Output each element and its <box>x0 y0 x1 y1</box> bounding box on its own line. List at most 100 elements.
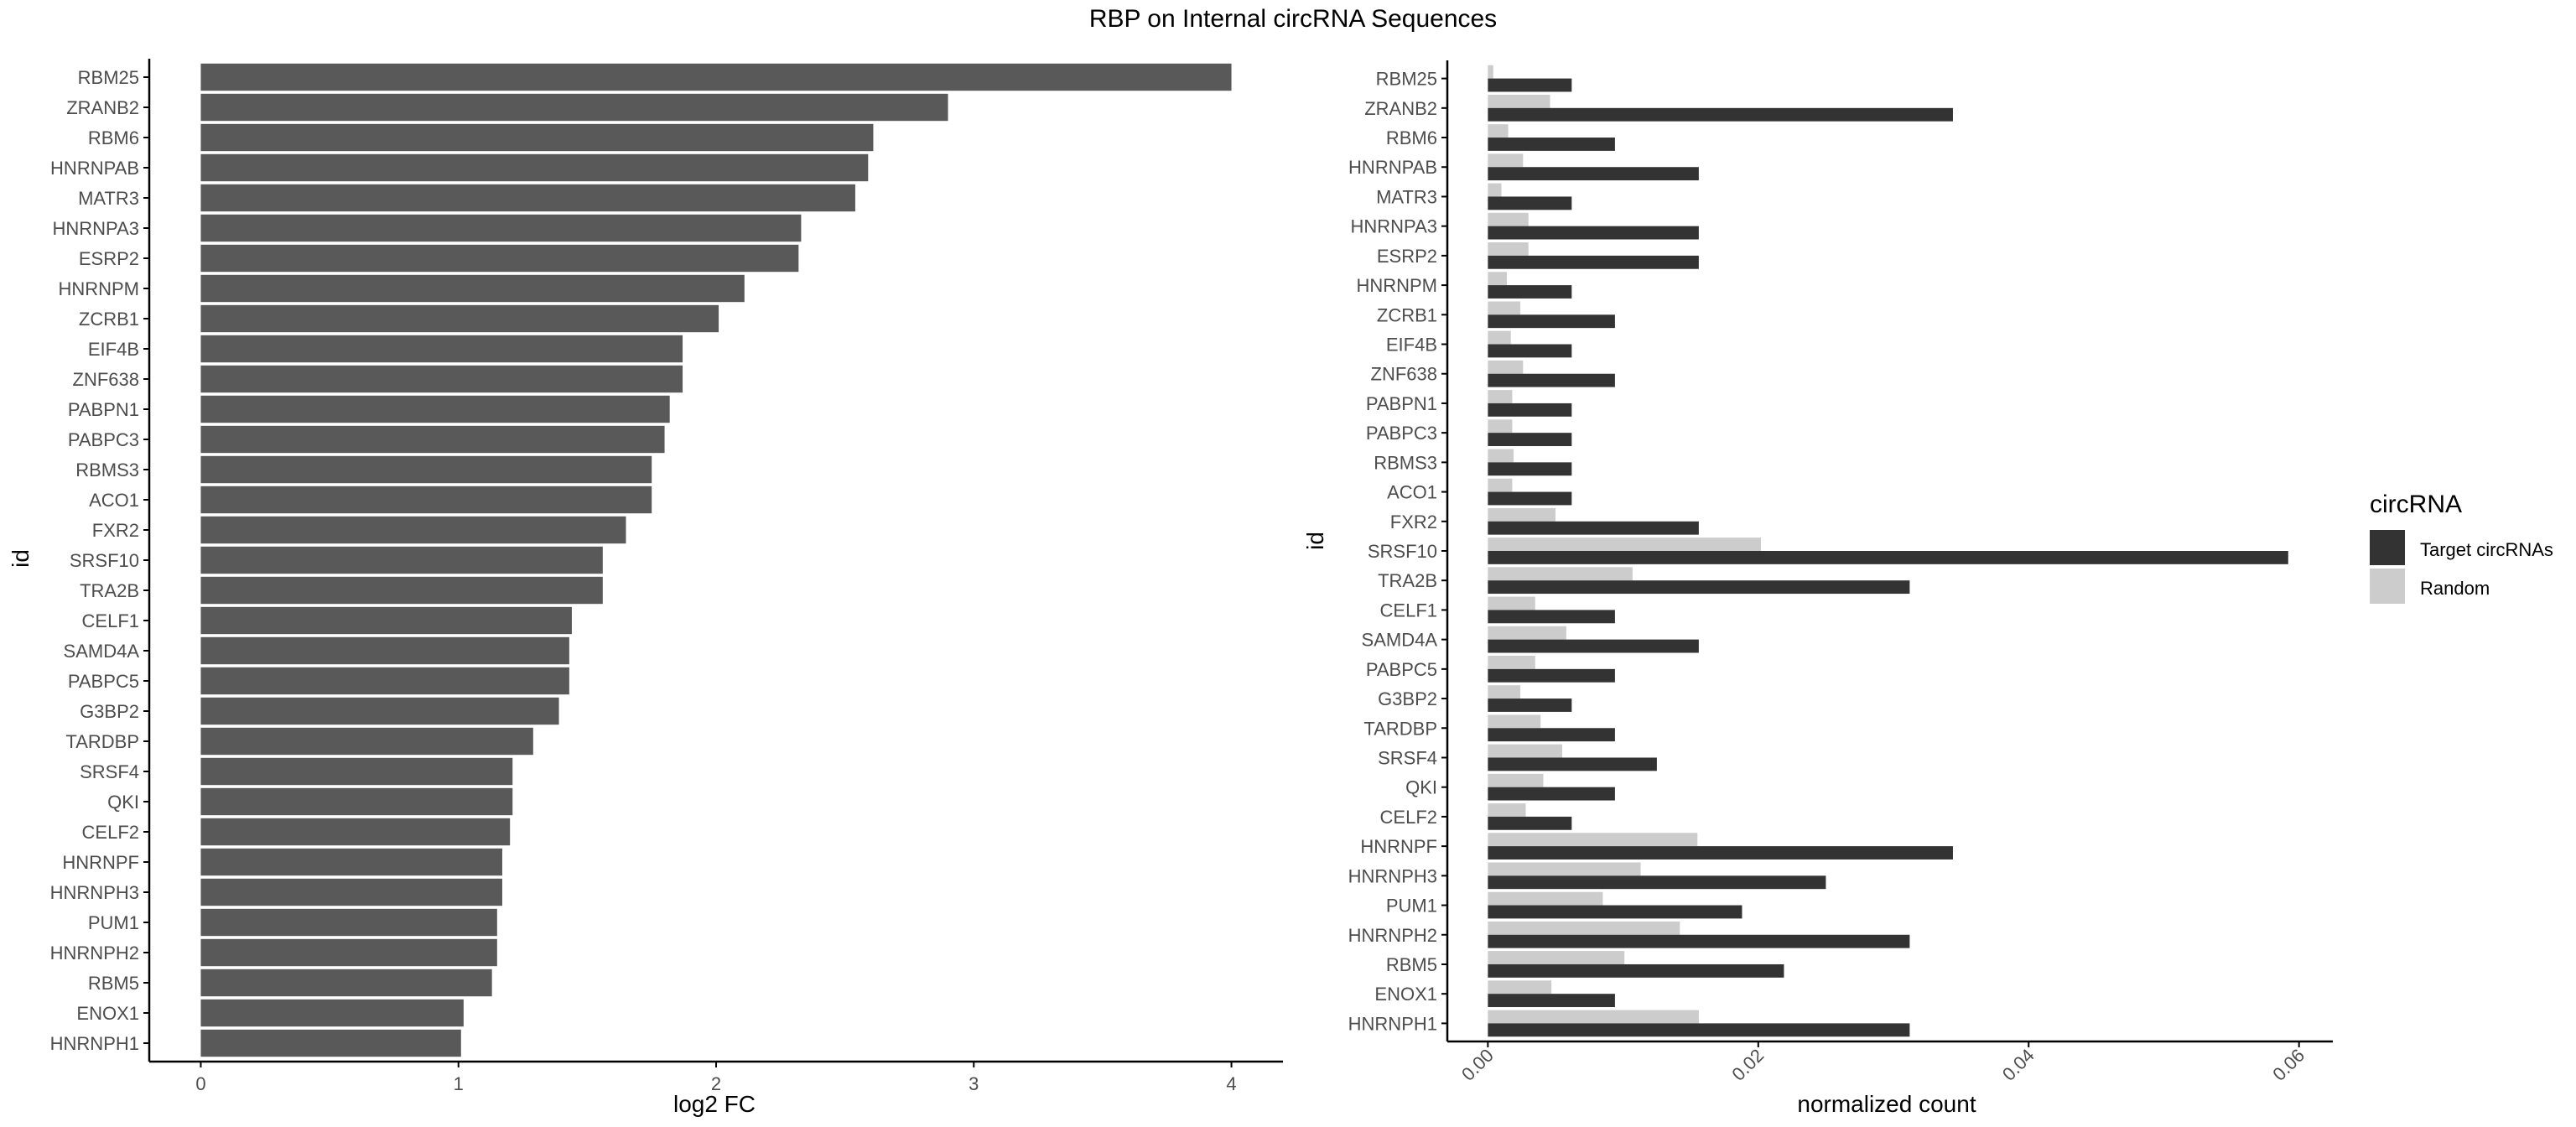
target-bar-pabpn1 <box>1488 402 1572 417</box>
left-bar-zranb2 <box>200 93 948 122</box>
left-bar-matr3 <box>200 184 855 212</box>
target-bar-hnrnpa3 <box>1488 226 1699 240</box>
random-bar-matr3 <box>1488 183 1502 197</box>
random-bar-pabpn1 <box>1488 390 1513 403</box>
right-x-tick-label: 0.00 <box>1457 1045 1498 1085</box>
random-bar-tra2b <box>1488 567 1633 581</box>
right-category-label: HNRNPH2 <box>1348 925 1437 946</box>
right-category-label: SRSF4 <box>1378 747 1437 768</box>
random-bar-zcrb1 <box>1488 301 1521 315</box>
target-bar-matr3 <box>1488 196 1572 210</box>
left-category-label: FXR2 <box>92 520 139 541</box>
left-bar-hnrnpab <box>200 153 869 182</box>
left-bar-pum1 <box>200 908 497 937</box>
target-bar-g3bp2 <box>1488 699 1572 712</box>
target-bar-tardbp <box>1488 728 1615 742</box>
left-bar-srsf10 <box>200 546 603 574</box>
random-bar-tardbp <box>1488 714 1541 729</box>
left-x-ticks: 0 1 2 3 4 <box>195 1062 1237 1094</box>
random-bar-pum1 <box>1488 891 1603 906</box>
target-bar-celf2 <box>1488 816 1572 830</box>
left-category-label: HNRNPH2 <box>50 943 139 963</box>
legend-title: circRNA <box>2370 491 2462 518</box>
right-category-label: PUM1 <box>1386 896 1437 917</box>
right-category-label: HNRNPA3 <box>1350 216 1437 237</box>
right-bars <box>1488 65 2288 1037</box>
left-bar-celf1 <box>200 606 572 635</box>
left-category-label: ENOX1 <box>76 1003 139 1024</box>
target-bar-srsf4 <box>1488 757 1657 771</box>
right-axes <box>1446 60 2333 1043</box>
left-category-label: SRSF10 <box>70 550 139 571</box>
left-category-label: HNRNPAB <box>50 158 139 179</box>
right-category-label: SAMD4A <box>1362 630 1438 651</box>
left-category-label: ZNF638 <box>73 369 139 390</box>
left-bar-srsf4 <box>200 757 513 786</box>
target-bar-eif4b <box>1488 344 1572 358</box>
legend-label-target: Target circRNAs <box>2420 539 2553 560</box>
left-bar-pabpc5 <box>200 667 569 695</box>
right-category-label: PABPN1 <box>1366 393 1437 414</box>
right-category-label: ACO1 <box>1387 482 1437 503</box>
left-bar-znf638 <box>200 365 683 393</box>
right-category-label: PABPC5 <box>1366 659 1437 680</box>
left-bar-esrp2 <box>200 244 799 273</box>
random-bar-hnrnpm <box>1488 272 1507 286</box>
left-x-tick-label: 1 <box>454 1073 464 1094</box>
random-bar-pabpc3 <box>1488 419 1513 434</box>
left-bar-hnrnpa3 <box>200 214 802 242</box>
random-bar-hnrnpa3 <box>1488 212 1529 226</box>
target-bar-aco1 <box>1488 491 1572 506</box>
right-category-label: G3BP2 <box>1378 688 1437 709</box>
random-bar-rbm5 <box>1488 951 1625 964</box>
random-bar-celf1 <box>1488 596 1535 610</box>
right-category-label: QKI <box>1405 777 1437 798</box>
right-category-label: HNRNPAB <box>1348 157 1437 178</box>
random-bar-celf2 <box>1488 803 1526 817</box>
left-category-label: PUM1 <box>88 912 139 933</box>
left-bar-fxr2 <box>200 516 626 544</box>
target-bar-rbm6 <box>1488 138 1615 151</box>
random-bar-hnrnpab <box>1488 153 1524 168</box>
left-category-label: ZCRB1 <box>79 309 139 330</box>
random-bar-qki <box>1488 773 1544 787</box>
left-x-tick-label: 0 <box>195 1073 205 1094</box>
target-bar-pabpc5 <box>1488 668 1615 683</box>
left-category-label: PABPC5 <box>68 671 139 692</box>
legend: circRNA Target circRNAs Random <box>2370 491 2553 604</box>
left-bar-pabpn1 <box>200 395 670 423</box>
target-bar-zranb2 <box>1488 107 1953 122</box>
target-bar-celf1 <box>1488 610 1615 624</box>
left-bar-hnrnpm <box>200 274 745 303</box>
random-bar-samd4a <box>1488 626 1566 640</box>
target-bar-rbm25 <box>1488 78 1572 92</box>
right-category-label: HNRNPH3 <box>1348 865 1437 886</box>
right-category-label: RBMS3 <box>1374 452 1437 473</box>
random-bar-esrp2 <box>1488 242 1529 256</box>
left-category-label: RBM5 <box>88 973 139 994</box>
left-category-labels: RBM25 ZRANB2 RBM6 HNRNPAB MATR3 HNRNPA3 ESRP2 H… <box>50 67 149 1054</box>
left-x-tick-label: 3 <box>969 1073 979 1094</box>
left-category-label: RBM25 <box>78 67 139 88</box>
target-bar-hnrnph3 <box>1488 875 1826 890</box>
left-bar-tardbp <box>200 727 533 756</box>
left-bar-zcrb1 <box>200 304 719 333</box>
left-category-label: PABPN1 <box>68 399 139 420</box>
right-category-label: ZNF638 <box>1371 364 1437 385</box>
right-category-label: SRSF10 <box>1368 541 1437 562</box>
left-x-axis-title: log2 FC <box>673 1091 756 1117</box>
left-bar-celf2 <box>200 818 511 846</box>
left-bar-rbm5 <box>200 969 492 997</box>
right-category-label: HNRNPM <box>1356 275 1437 296</box>
left-category-label: TARDBP <box>65 731 139 752</box>
right-x-tick-label: 0.06 <box>2268 1045 2309 1085</box>
left-bar-rbms3 <box>200 455 652 484</box>
left-bar-eif4b <box>200 335 683 363</box>
right-grouped-bar-chart: RBM25 ZRANB2 RBM6 HNRNPAB MATR3 HNRNPA3 ESRP2 H… <box>1302 60 2333 1117</box>
right-x-tick-label: 0.02 <box>1727 1045 1768 1085</box>
random-bar-g3bp2 <box>1488 685 1521 699</box>
target-bar-fxr2 <box>1488 521 1699 535</box>
right-category-label: HNRNPH1 <box>1348 1013 1437 1034</box>
left-bar-hnrnph1 <box>200 1029 461 1057</box>
